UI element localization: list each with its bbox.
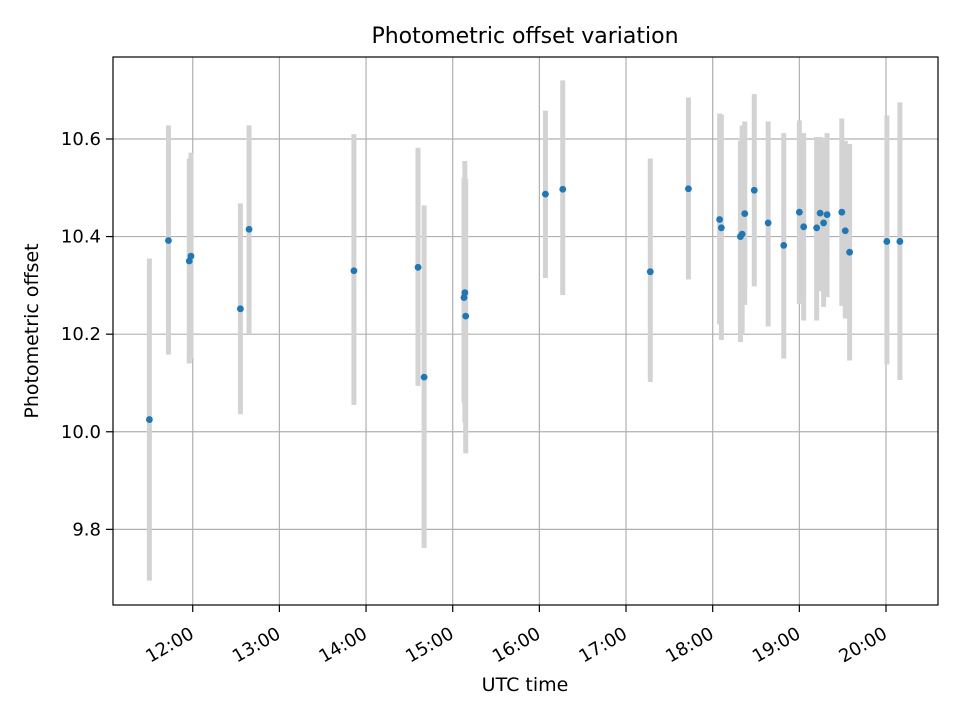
data-point [685,185,692,193]
y-tick-label: 10.2 [61,324,101,345]
data-point [780,241,788,249]
data-point [896,238,904,245]
data-point [883,238,891,245]
chart-title: Photometric offset variation [371,24,678,49]
data-point [820,219,828,227]
data-point [462,312,470,320]
data-point [813,224,821,232]
data-point [838,208,846,216]
data-point [461,289,469,297]
data-point [750,186,758,194]
data-point [841,227,849,235]
plot-frame [112,56,939,606]
data-point [800,223,808,231]
data-point [350,267,358,275]
y-tick-label: 10.0 [61,422,101,443]
data-point [559,185,567,193]
y-tick-label: 9.8 [72,519,101,540]
data-point [716,216,724,223]
data-point [717,224,725,232]
data-point [245,225,253,233]
data-point [236,305,244,313]
data-point [741,210,749,218]
y-axis-ticks: 9.8 10.0 10.2 10.4 10.6 [61,129,113,540]
data-point [542,190,549,198]
x-axis-label: UTC time [482,674,569,696]
y-tick-label: 10.6 [61,129,101,150]
data-point [795,208,803,216]
data-points [145,185,904,423]
data-point [414,263,422,271]
y-axis-label: Photometric offset [21,243,43,418]
data-point [420,373,428,381]
data-point [738,230,746,238]
data-point [823,211,831,219]
data-point [764,219,772,227]
data-point [816,209,824,217]
data-point [165,237,172,244]
data-point [846,248,854,256]
data-point [646,268,654,276]
data-point [187,252,195,260]
y-tick-label: 10.4 [61,227,101,248]
data-point [145,416,153,423]
